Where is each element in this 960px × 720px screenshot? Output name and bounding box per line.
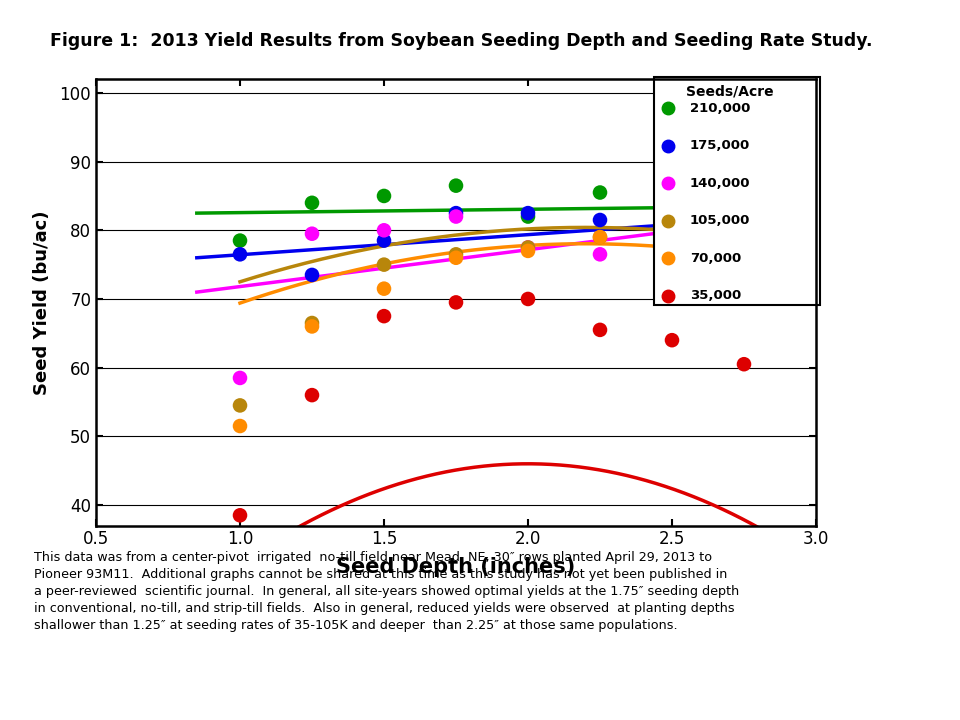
Point <box>376 225 392 236</box>
Point <box>520 211 536 222</box>
Point <box>376 190 392 202</box>
Point <box>232 400 248 411</box>
Point <box>304 320 320 332</box>
Point <box>736 289 752 301</box>
Point <box>520 293 536 305</box>
Point <box>592 248 608 260</box>
Point <box>232 510 248 521</box>
Point <box>232 372 248 384</box>
Point <box>736 215 752 226</box>
Point <box>592 186 608 198</box>
Text: 105,000: 105,000 <box>690 215 751 228</box>
Point <box>448 297 464 308</box>
Point <box>592 231 608 243</box>
Text: Seeds/Acre: Seeds/Acre <box>685 84 774 99</box>
Point <box>448 211 464 222</box>
Point <box>376 310 392 322</box>
Point <box>520 242 536 253</box>
Point <box>592 324 608 336</box>
Text: 210,000: 210,000 <box>690 102 751 114</box>
Point <box>304 228 320 240</box>
Point <box>376 259 392 271</box>
Point <box>592 231 608 243</box>
Text: 140,000: 140,000 <box>690 176 751 189</box>
Point <box>232 420 248 432</box>
Point <box>376 283 392 294</box>
X-axis label: Seed Depth (inches): Seed Depth (inches) <box>336 557 576 577</box>
Point <box>448 180 464 192</box>
Point <box>304 269 320 281</box>
Point <box>376 235 392 246</box>
Point <box>304 318 320 329</box>
Point <box>736 273 752 284</box>
Point <box>520 242 536 253</box>
Point <box>232 235 248 246</box>
Text: 175,000: 175,000 <box>690 139 751 152</box>
Point <box>448 207 464 219</box>
Point <box>520 207 536 219</box>
Point <box>304 390 320 401</box>
FancyBboxPatch shape <box>654 77 820 305</box>
Point <box>664 273 680 284</box>
Y-axis label: Seed Yield (bu/ac): Seed Yield (bu/ac) <box>34 210 51 395</box>
Text: This data was from a center-pivot  irrigated  no-till field near Mead, NE, 30″ r: This data was from a center-pivot irriga… <box>34 551 739 632</box>
Text: 70,000: 70,000 <box>690 252 741 265</box>
Point <box>448 248 464 260</box>
Text: 35,000: 35,000 <box>690 289 741 302</box>
Point <box>520 245 536 256</box>
Point <box>232 248 248 260</box>
Point <box>664 334 680 346</box>
Point <box>736 207 752 219</box>
Point <box>664 273 680 284</box>
Point <box>592 215 608 226</box>
Point <box>736 225 752 236</box>
Point <box>304 197 320 209</box>
Point <box>448 252 464 264</box>
Text: Figure 1:  2013 Yield Results from Soybean Seeding Depth and Seeding Rate Study.: Figure 1: 2013 Yield Results from Soybea… <box>50 32 872 50</box>
Point <box>736 359 752 370</box>
